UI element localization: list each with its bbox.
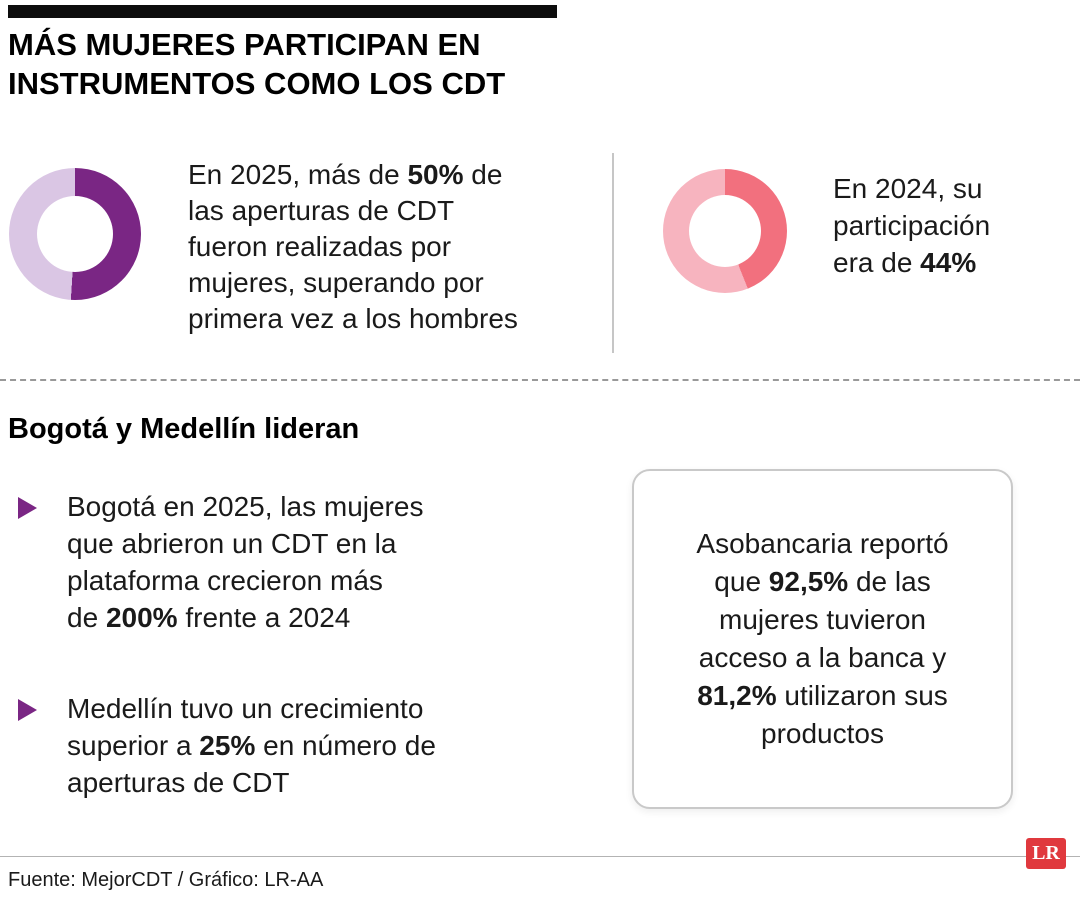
dashed-divider: [0, 379, 1080, 381]
page-title-line1: MÁS MUJERES PARTICIPAN EN: [8, 27, 481, 62]
page-title: MÁS MUJERES PARTICIPAN EN INSTRUMENTOS CO…: [8, 25, 505, 103]
donut-chart-2024: [663, 169, 787, 293]
lr-logo: LR: [1026, 838, 1066, 869]
accent-bar: [8, 5, 557, 18]
page-title-line2: INSTRUMENTOS COMO LOS CDT: [8, 66, 506, 101]
vertical-divider: [612, 153, 614, 353]
footer-divider: [0, 856, 1080, 857]
highlight-card-text: Asobancaria reportó que 92,5% de las mujer…: [696, 528, 949, 749]
section-heading: Bogotá y Medellín lideran: [8, 413, 360, 445]
source-credit: Fuente: MejorCDT / Gráfico: LR-AA: [8, 869, 324, 891]
highlight-card: Asobancaria reportó que 92,5% de las mujer…: [632, 469, 1013, 809]
triangle-bullet-icon: [18, 699, 37, 721]
stat-text-2024: En 2024, su participación era de 44%: [833, 173, 991, 278]
donut-hole: [37, 196, 113, 272]
donut-chart-2025: [9, 168, 141, 300]
bullet-text-medellin: Medellín tuvo un crecimiento superior a 2…: [67, 693, 436, 798]
lr-logo-text: LR: [1032, 842, 1060, 864]
stat-text-2025: En 2025, más de 50% de las aperturas de C…: [188, 159, 518, 334]
bullet-text-bogota: Bogotá en 2025, las mujeres que abrieron …: [67, 491, 424, 633]
donut-hole: [689, 195, 761, 267]
triangle-bullet-icon: [18, 497, 37, 519]
